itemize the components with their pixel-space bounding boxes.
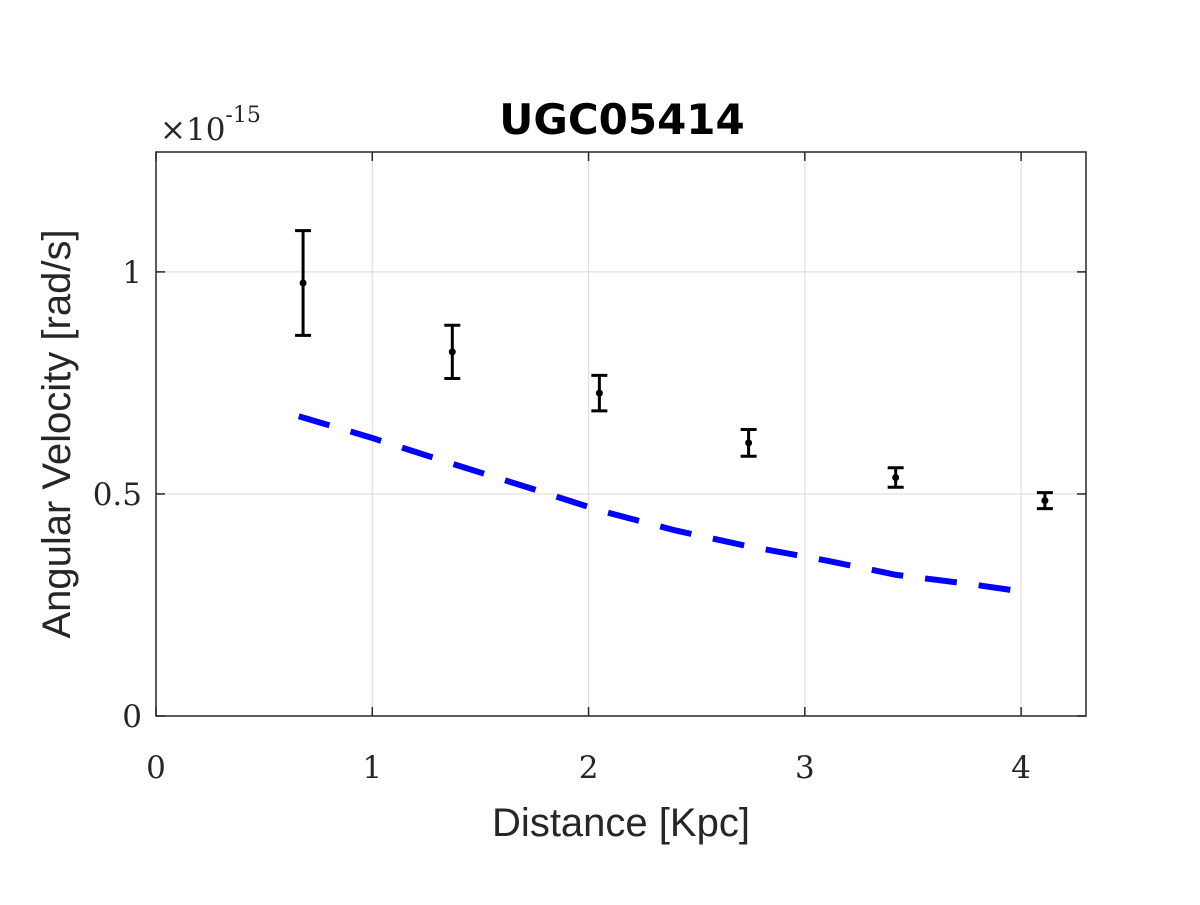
y-axis-title: Angular Velocity [rad/s] xyxy=(35,229,79,638)
y-tick-label: 1 xyxy=(122,255,142,291)
data-point-errorbar xyxy=(887,466,904,489)
x-tick-label: 0 xyxy=(146,750,166,786)
data-point-marker xyxy=(448,348,456,356)
axis-ticks: 0 1 2 3 4 0 0.5 1 xyxy=(93,152,1086,786)
x-tick-label: 2 xyxy=(579,750,599,786)
data-point-errorbar xyxy=(591,373,608,413)
y-axis-exponent-power: -15 xyxy=(225,103,260,128)
data-point-errorbar xyxy=(444,323,461,380)
plot-area xyxy=(295,229,1053,596)
x-axis-title: Distance [Kpc] xyxy=(492,801,750,845)
model-curve-line xyxy=(297,413,1033,596)
axes-box xyxy=(155,151,1087,717)
x-tick-label: 3 xyxy=(795,750,815,786)
grid-lines xyxy=(156,152,1086,716)
data-point-marker xyxy=(1041,497,1049,505)
x-tick-label: 1 xyxy=(362,750,382,786)
x-tick-label: 4 xyxy=(1011,750,1031,786)
chart-title: UGC05414 xyxy=(499,95,745,144)
data-point-marker xyxy=(892,474,900,482)
data-point-marker xyxy=(745,439,753,447)
data-point-errorbar xyxy=(1036,491,1053,511)
data-point-marker xyxy=(299,279,307,287)
y-axis-exponent: ×10-15 xyxy=(160,103,261,148)
y-tick-label: 0 xyxy=(122,699,142,735)
data-point-errorbar xyxy=(295,229,312,337)
data-point-errorbar xyxy=(740,428,757,458)
data-point-marker xyxy=(595,389,603,397)
y-axis-exponent-base: ×10 xyxy=(160,112,225,148)
y-tick-label: 0.5 xyxy=(93,477,142,513)
